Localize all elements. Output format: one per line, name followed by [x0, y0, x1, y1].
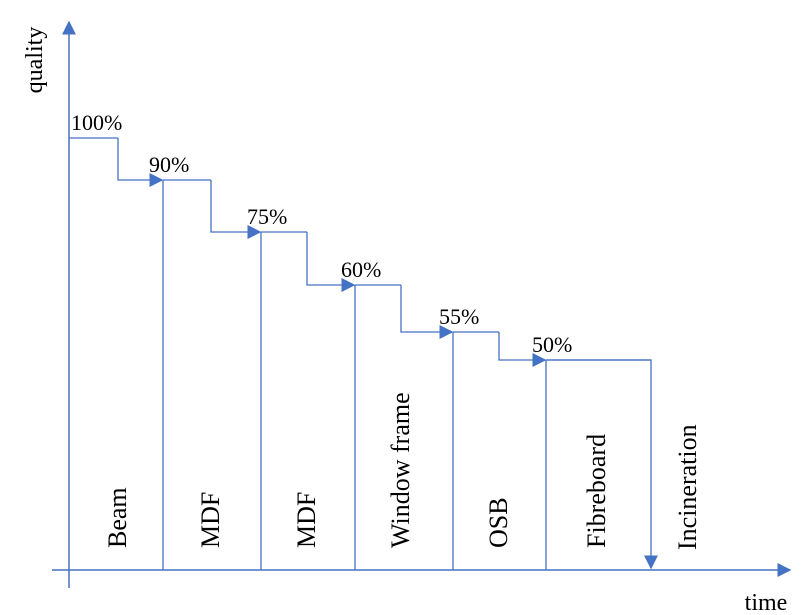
stage-product-label: MDF: [292, 492, 321, 548]
quality-label: 60%: [341, 257, 381, 282]
quality-label: 100%: [71, 110, 122, 135]
cascade-arrow: [210, 180, 262, 239]
cascade-arrow: [498, 332, 547, 367]
quality-label: 90%: [149, 152, 189, 177]
y-axis-label: quality: [22, 27, 48, 94]
stage-product-label: MDF: [196, 492, 225, 548]
stage-product-label: OSB: [484, 497, 513, 548]
quality-label: 50%: [532, 332, 572, 357]
stage-group: 100% Beam 90% MDF 75% MDF 60% Window frame 55% OS…: [69, 110, 702, 570]
stage-product-label: Fibreboard: [582, 434, 611, 548]
incineration-label: Incineration: [673, 424, 702, 550]
stage-product-label: Window frame: [386, 392, 415, 548]
cascade-arrow: [117, 138, 164, 187]
x-axis-label: time: [745, 590, 788, 615]
quality-label: 55%: [439, 304, 479, 329]
cascade-arrow: [306, 232, 356, 292]
incineration-arrow: [546, 359, 658, 570]
quality-label: 75%: [247, 204, 287, 229]
cascade-arrow: [400, 285, 454, 339]
stage-product-label: Beam: [103, 487, 132, 548]
